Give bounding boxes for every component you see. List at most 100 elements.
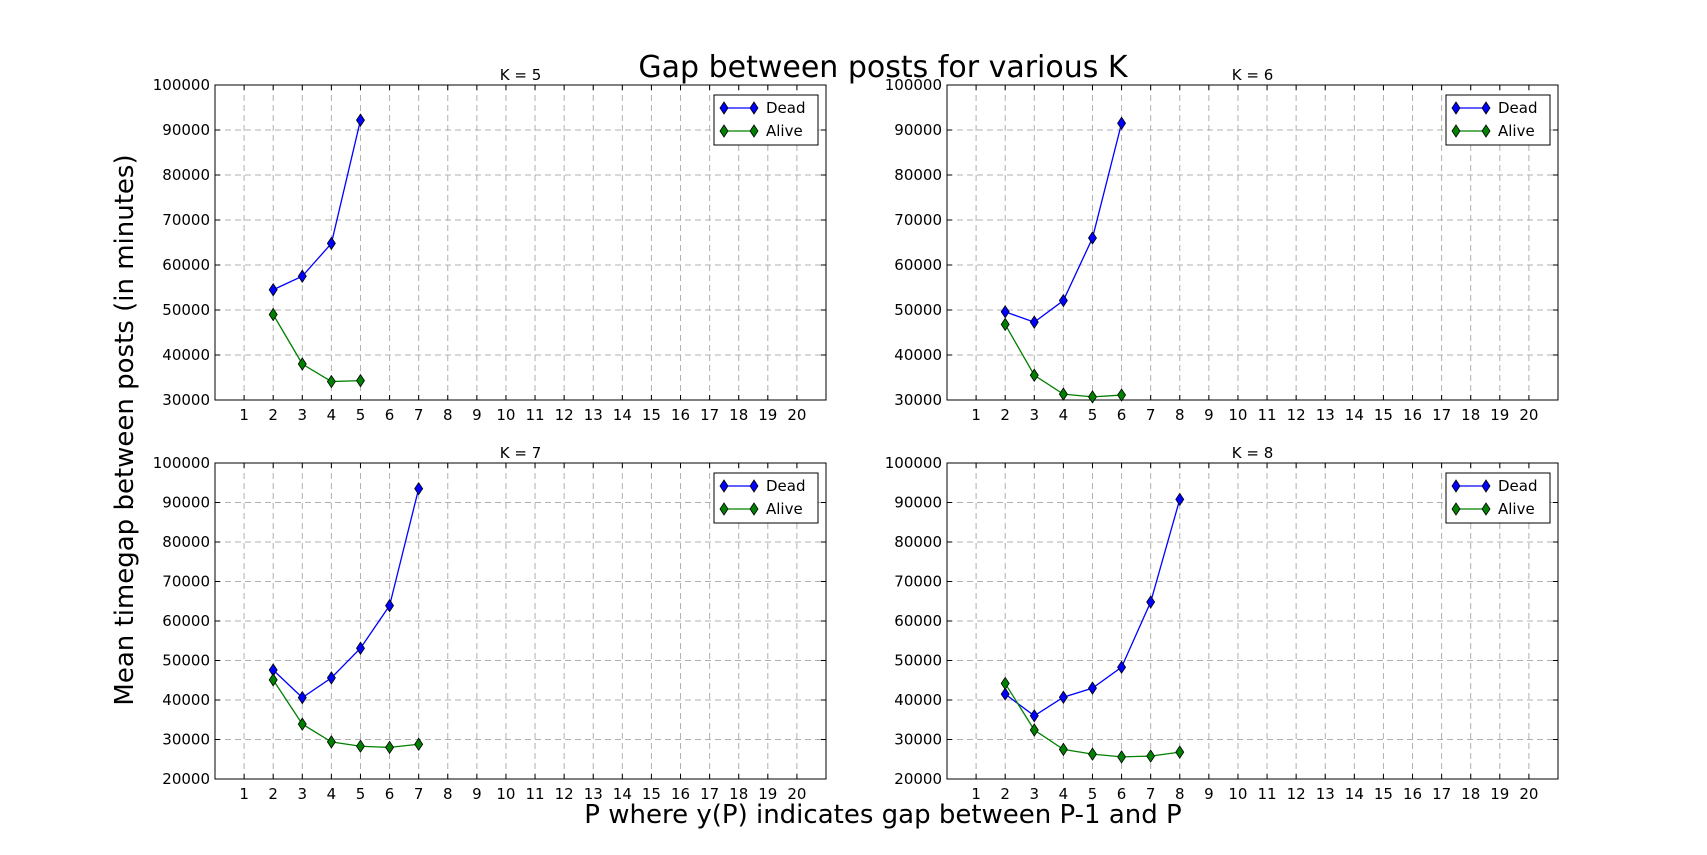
data-point-dead (1117, 116, 1127, 130)
x-tick-label: 7 (414, 785, 424, 803)
x-tick-label: 9 (472, 785, 482, 803)
legend-marker-dead (749, 479, 759, 493)
data-point-dead (1117, 660, 1127, 674)
data-point-alive (326, 735, 336, 749)
x-tick-label: 11 (526, 406, 545, 424)
data-point-dead (297, 269, 307, 283)
y-tick-label: 90000 (894, 121, 942, 139)
x-axis-label: P where y(P) indicates gap between P-1 a… (584, 800, 1181, 830)
legend-marker-dead (1451, 101, 1461, 115)
x-tick-label: 10 (496, 406, 515, 424)
data-point-dead (1000, 305, 1010, 319)
x-tick-label: 16 (1403, 406, 1422, 424)
series-line-dead (272, 119, 362, 291)
legend: Dead Alive (1445, 94, 1551, 146)
x-tick-label: 4 (1059, 785, 1069, 803)
series-line-dead (272, 488, 420, 699)
y-tick-label: 70000 (162, 211, 210, 229)
series-line-alive (272, 679, 419, 749)
x-tick-label: 19 (758, 406, 777, 424)
data-point-alive (1117, 750, 1127, 764)
data-point-alive (1117, 388, 1127, 402)
x-tick-label: 10 (496, 785, 515, 803)
x-tick-label: 17 (700, 785, 719, 803)
data-point-alive (1058, 742, 1068, 757)
legend-label-alive: Alive (1498, 122, 1535, 140)
legend-marker-dead (1481, 101, 1491, 115)
legend-marker-alive (719, 502, 729, 516)
legend-label-alive: Alive (1498, 500, 1535, 518)
data-point-alive (1146, 749, 1156, 763)
data-point-alive (1175, 745, 1185, 759)
data-point-alive (268, 307, 278, 322)
series-line-dead (1004, 123, 1123, 323)
legend-marker-dead (1451, 479, 1461, 493)
data-point-alive (1029, 723, 1039, 737)
y-tick-label: 90000 (894, 494, 942, 512)
x-tick-label: 2 (1000, 406, 1010, 424)
legend-marker-dead (1481, 479, 1491, 493)
x-tick-label: 8 (1175, 406, 1185, 424)
data-point-dead (1146, 595, 1156, 609)
legend: Dead Alive (713, 472, 819, 524)
data-point-dead (414, 481, 424, 496)
legend-marker-alive (749, 502, 759, 516)
series-line-alive (272, 314, 361, 383)
data-point-dead (1087, 681, 1097, 695)
data-point-dead (326, 671, 336, 685)
y-tick-label: 70000 (162, 573, 210, 591)
x-tick-label: 18 (1461, 785, 1480, 803)
x-tick-label: 14 (613, 406, 632, 424)
x-tick-label: 6 (385, 785, 395, 803)
legend-box (1445, 94, 1551, 146)
x-tick-label: 5 (356, 785, 366, 803)
x-tick-label: 12 (1287, 785, 1306, 803)
y-tick-label: 40000 (162, 691, 210, 709)
data-point-dead (385, 598, 395, 613)
x-tick-label: 13 (1316, 406, 1335, 424)
x-tick-label: 10 (1228, 406, 1247, 424)
data-point-alive (1087, 747, 1097, 761)
legend: Dead Alive (713, 94, 819, 146)
x-tick-label: 6 (1117, 406, 1127, 424)
legend-marker-alive (719, 124, 729, 138)
x-tick-label: 19 (1490, 785, 1509, 803)
x-tick-label: 6 (1117, 785, 1127, 803)
y-tick-label: 100000 (153, 454, 210, 472)
x-tick-label: 18 (729, 785, 748, 803)
y-tick-label: 20000 (162, 770, 210, 788)
data-point-alive (1058, 387, 1068, 401)
x-tick-label: 13 (584, 785, 603, 803)
y-tick-label: 50000 (894, 652, 942, 670)
x-tick-label: 12 (1287, 406, 1306, 424)
x-tick-label: 17 (700, 406, 719, 424)
subplot-k8: 1 2 3 4 5 6 7 8 9 10 11 12 13 14 15 16 17 18 19 20200003000… (885, 444, 1559, 803)
y-tick-label: 80000 (894, 166, 942, 184)
data-point-dead (355, 641, 365, 655)
legend-marker-alive (1481, 124, 1491, 138)
x-tick-label: 14 (613, 785, 632, 803)
x-tick-label: 2 (268, 785, 278, 803)
data-point-alive (414, 737, 424, 751)
y-axis-label: Mean timegap between posts (in minutes) (110, 154, 140, 705)
y-tick-label: 100000 (885, 454, 942, 472)
legend-label-alive: Alive (766, 500, 803, 518)
plot-area (946, 84, 1559, 401)
y-tick-label: 20000 (894, 770, 942, 788)
data-point-dead (297, 690, 307, 705)
x-tick-label: 9 (472, 406, 482, 424)
subplot-title: K = 6 (1232, 66, 1273, 84)
x-tick-label: 17 (1432, 785, 1451, 803)
y-tick-label: 70000 (894, 573, 942, 591)
data-point-alive (1087, 390, 1097, 404)
y-tick-label: 60000 (162, 256, 210, 274)
subplot-title: K = 5 (500, 66, 541, 84)
data-point-dead (268, 283, 278, 297)
legend-label-dead: Dead (1498, 477, 1538, 495)
subplot-k7: 1 2 3 4 5 6 7 8 9 10 11 12 13 14 15 16 17 18 19 20200003000… (153, 444, 827, 803)
x-tick-label: 9 (1204, 406, 1214, 424)
subplot-title: K = 7 (500, 444, 541, 462)
x-tick-label: 1 (239, 406, 249, 424)
x-tick-label: 16 (671, 406, 690, 424)
data-point-alive (1000, 317, 1010, 332)
